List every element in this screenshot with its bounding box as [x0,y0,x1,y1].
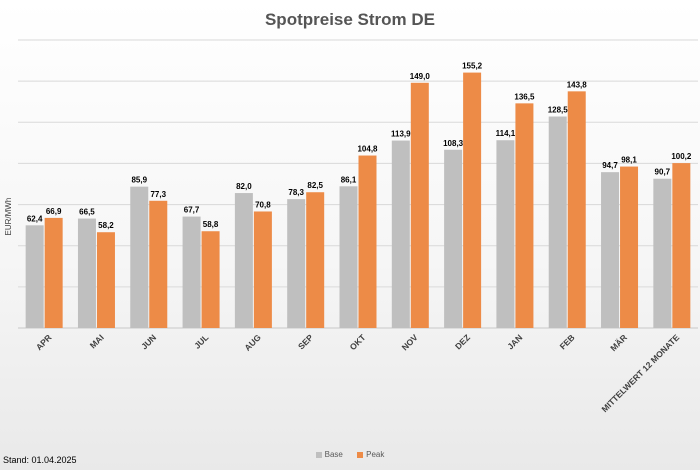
data-label-peak: 58,8 [203,220,219,229]
legend-swatch-peak [357,451,364,458]
data-label-peak: 66,9 [46,207,62,216]
x-tick-label: JUN [139,332,158,351]
data-label-base: 113,9 [391,130,411,139]
x-tick-label: OKT [348,332,368,352]
bar-peak-aug [253,211,272,328]
data-label-peak: 104,8 [357,145,378,154]
bar-peak-apr [44,217,63,328]
bar-base-jul [182,216,201,328]
bar-peak-jul [201,231,220,328]
data-label-peak: 149,0 [410,72,431,81]
data-label-peak: 58,2 [98,221,114,230]
data-label-base: 67,7 [184,206,200,215]
legend-item-peak: Peak [357,450,384,459]
legend-item-base: Base [315,450,343,459]
x-tick-label: JAN [505,332,524,351]
x-tick-label: FEB [558,332,577,351]
legend-swatch-base [315,451,322,458]
bar-peak-mai [96,232,115,328]
bar-base-feb [548,116,567,328]
x-tick-label: AUG [242,332,263,353]
chart-title: Spotpreise Strom DE [264,10,436,29]
data-label-peak: 70,8 [255,200,271,209]
bar-base-jun [130,186,149,328]
bar-base-dez [444,149,463,328]
data-label-base: 82,0 [236,182,252,191]
data-label-base: 108,3 [443,139,464,148]
bar-peak-dez [463,72,482,328]
bar-base-mittelwert-12-monate [653,178,672,328]
bar-peak-feb [567,91,586,328]
bar-peak-okt [358,155,377,328]
bar-peak-mär [620,166,639,328]
data-label-peak: 100,2 [671,152,692,161]
bar-peak-nov [410,82,429,328]
legend: Base Peak [0,450,700,459]
bar-peak-mittelwert-12-monate [672,163,691,328]
data-label-base: 86,1 [341,175,357,184]
bar-peak-jun [149,200,168,328]
data-label-peak: 82,5 [307,181,323,190]
x-tick-label: SEP [296,332,315,351]
bar-base-mai [77,218,96,328]
bar-peak-sep [306,192,325,328]
bar-base-jan [496,140,515,328]
x-tick-label: APR [34,332,54,352]
bar-base-sep [287,199,306,328]
x-tick-label: NOV [400,332,420,352]
legend-label-base: Base [324,450,343,459]
data-label-base: 94,7 [602,161,618,170]
data-label-base: 62,4 [27,214,43,223]
bar-base-nov [391,140,410,328]
data-label-base: 85,9 [131,176,147,185]
x-tick-label: DEZ [453,332,472,351]
x-tick-label: JUL [192,332,210,350]
legend-label-peak: Peak [366,450,385,459]
data-label-base: 90,7 [655,168,671,177]
x-tick-label: MAI [88,332,106,350]
data-label-base: 114,1 [496,129,516,138]
bar-peak-jan [515,103,534,328]
data-label-peak: 98,1 [621,156,637,165]
data-label-peak: 136,5 [514,92,535,101]
data-label-base: 66,5 [79,208,95,217]
data-label-base: 78,3 [288,188,304,197]
data-label-peak: 155,2 [462,62,483,71]
data-label-peak: 77,3 [150,190,166,199]
bar-base-mär [601,172,620,328]
bar-base-aug [234,193,253,328]
data-label-peak: 143,8 [567,80,588,89]
data-label-base: 128,5 [548,106,569,115]
x-tick-label: MÄR [608,332,629,353]
bar-base-apr [25,225,44,328]
stand-date: Stand: 01.04.2025 [3,455,77,465]
bar-base-okt [339,186,358,328]
